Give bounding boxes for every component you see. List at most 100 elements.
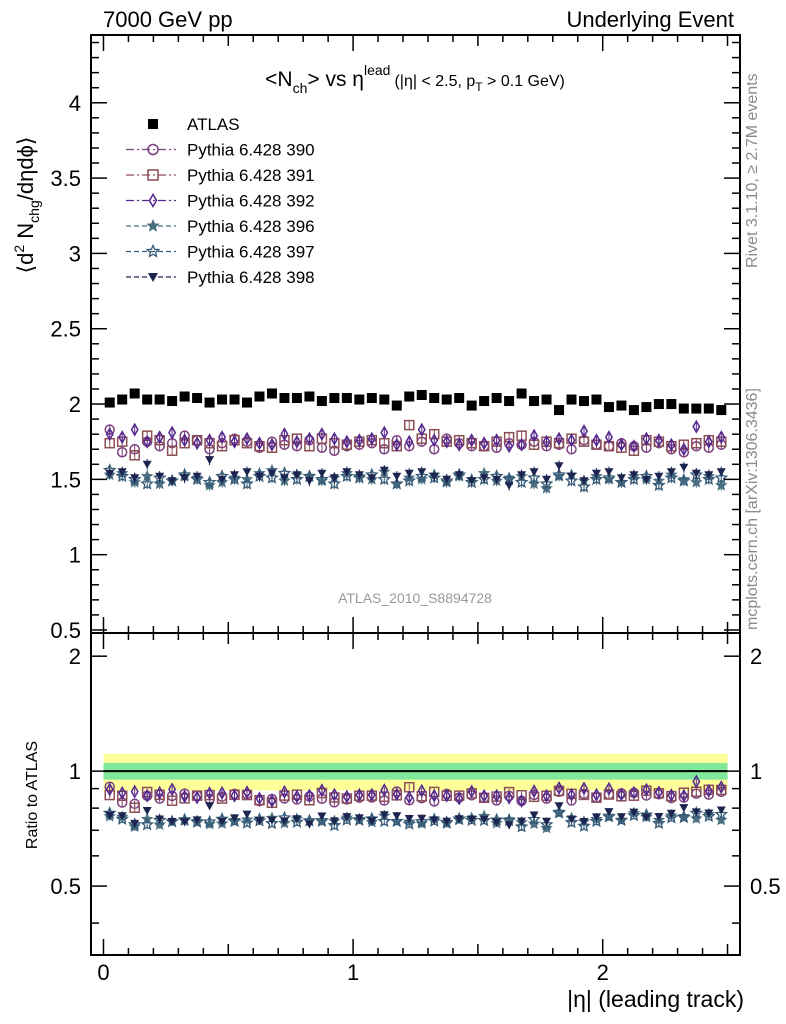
data-point (405, 434, 414, 449)
ratio-point (267, 816, 277, 825)
ratio-point (118, 785, 127, 800)
ratio-point (140, 817, 155, 831)
ratio-point (230, 814, 240, 823)
ratio-point (168, 782, 177, 797)
data-point (305, 431, 314, 446)
data-point (389, 476, 404, 490)
data-point (417, 422, 426, 437)
data-point (676, 473, 691, 487)
data-point (542, 434, 551, 449)
ratio-point (190, 814, 204, 828)
data-point (602, 470, 616, 484)
ratio-point (517, 817, 527, 826)
data-point (664, 470, 679, 484)
ratio-point (567, 787, 576, 802)
data-point (505, 439, 514, 454)
data-point (539, 476, 554, 490)
ratio-point (105, 782, 114, 797)
data-point (392, 437, 401, 452)
data-point (355, 433, 364, 448)
ratio-point (354, 814, 364, 823)
data-point (467, 477, 477, 486)
data-point (352, 470, 367, 484)
data-point (454, 471, 464, 480)
data-point (339, 469, 354, 483)
ratio-point (180, 789, 189, 804)
data-point (329, 474, 339, 483)
ratio-y-tick-label: 2 (69, 644, 81, 669)
series-6-main (105, 454, 726, 491)
data-point (666, 399, 677, 410)
ratio-point (242, 810, 252, 819)
ratio-point (614, 813, 629, 827)
ratio-point (218, 785, 227, 800)
legend-label: ATLAS (187, 115, 240, 134)
data-point (153, 477, 166, 490)
data-point (516, 388, 527, 399)
data-point (330, 431, 339, 446)
ratio-point (380, 783, 389, 798)
header-left-label: 7000 GeV pp (103, 7, 233, 32)
data-point (202, 475, 217, 489)
data-point (691, 469, 701, 478)
data-point (117, 468, 127, 477)
data-point (366, 393, 377, 404)
data-point (690, 475, 703, 488)
x-tick-label: 1 (347, 960, 359, 985)
data-point (691, 403, 702, 414)
ratio-point (505, 790, 514, 805)
ratio-point (589, 814, 604, 828)
data-point (105, 427, 114, 442)
y-tick-label: 3 (69, 241, 81, 266)
legend-marker (145, 243, 161, 258)
data-point (704, 434, 713, 449)
data-point (641, 475, 651, 484)
ratio-point (417, 814, 427, 823)
ratio-point (627, 808, 641, 822)
data-point (704, 471, 714, 480)
ratio-point (417, 783, 426, 798)
data-point (380, 425, 389, 440)
ratio-point (129, 802, 140, 813)
data-point (116, 446, 128, 458)
ratio-point (430, 788, 439, 803)
ratio-point (142, 807, 152, 816)
ratio-point (442, 817, 452, 826)
data-point (327, 476, 342, 490)
data-point (329, 393, 340, 404)
ratio-point (329, 817, 339, 826)
data-point (627, 472, 641, 486)
ratio-uncertainty-bands (103, 753, 728, 791)
data-point (429, 472, 439, 481)
x-axis-label: |η| (leading track) (567, 986, 744, 1012)
ratio-point (591, 813, 601, 822)
data-point (192, 393, 203, 404)
ratio-point (367, 787, 376, 802)
data-point (441, 394, 452, 405)
data-point (404, 391, 415, 402)
data-point (404, 419, 415, 431)
ratio-point (714, 807, 729, 821)
y-tick-label: 1.5 (50, 467, 81, 492)
y-tick-label: 0.5 (50, 618, 81, 643)
legend-entry: Pythia 6.428 390 (126, 141, 315, 160)
data-point (564, 473, 579, 487)
legend-label: Pythia 6.428 398 (187, 268, 315, 287)
ratio-point (317, 783, 326, 798)
data-point (604, 468, 614, 477)
data-point (104, 397, 115, 408)
ratio-point (367, 817, 377, 826)
data-point (193, 436, 202, 451)
data-point (666, 468, 676, 477)
data-point (692, 419, 701, 434)
data-point (291, 393, 302, 404)
ratio-series-layer (102, 774, 729, 834)
data-point (454, 393, 465, 404)
data-point (155, 430, 164, 445)
series-0-main (104, 388, 727, 416)
ratio-point (429, 816, 439, 825)
data-point (530, 428, 539, 443)
ratio-point (617, 787, 626, 802)
ratio-point (679, 804, 689, 813)
data-point (417, 468, 427, 477)
